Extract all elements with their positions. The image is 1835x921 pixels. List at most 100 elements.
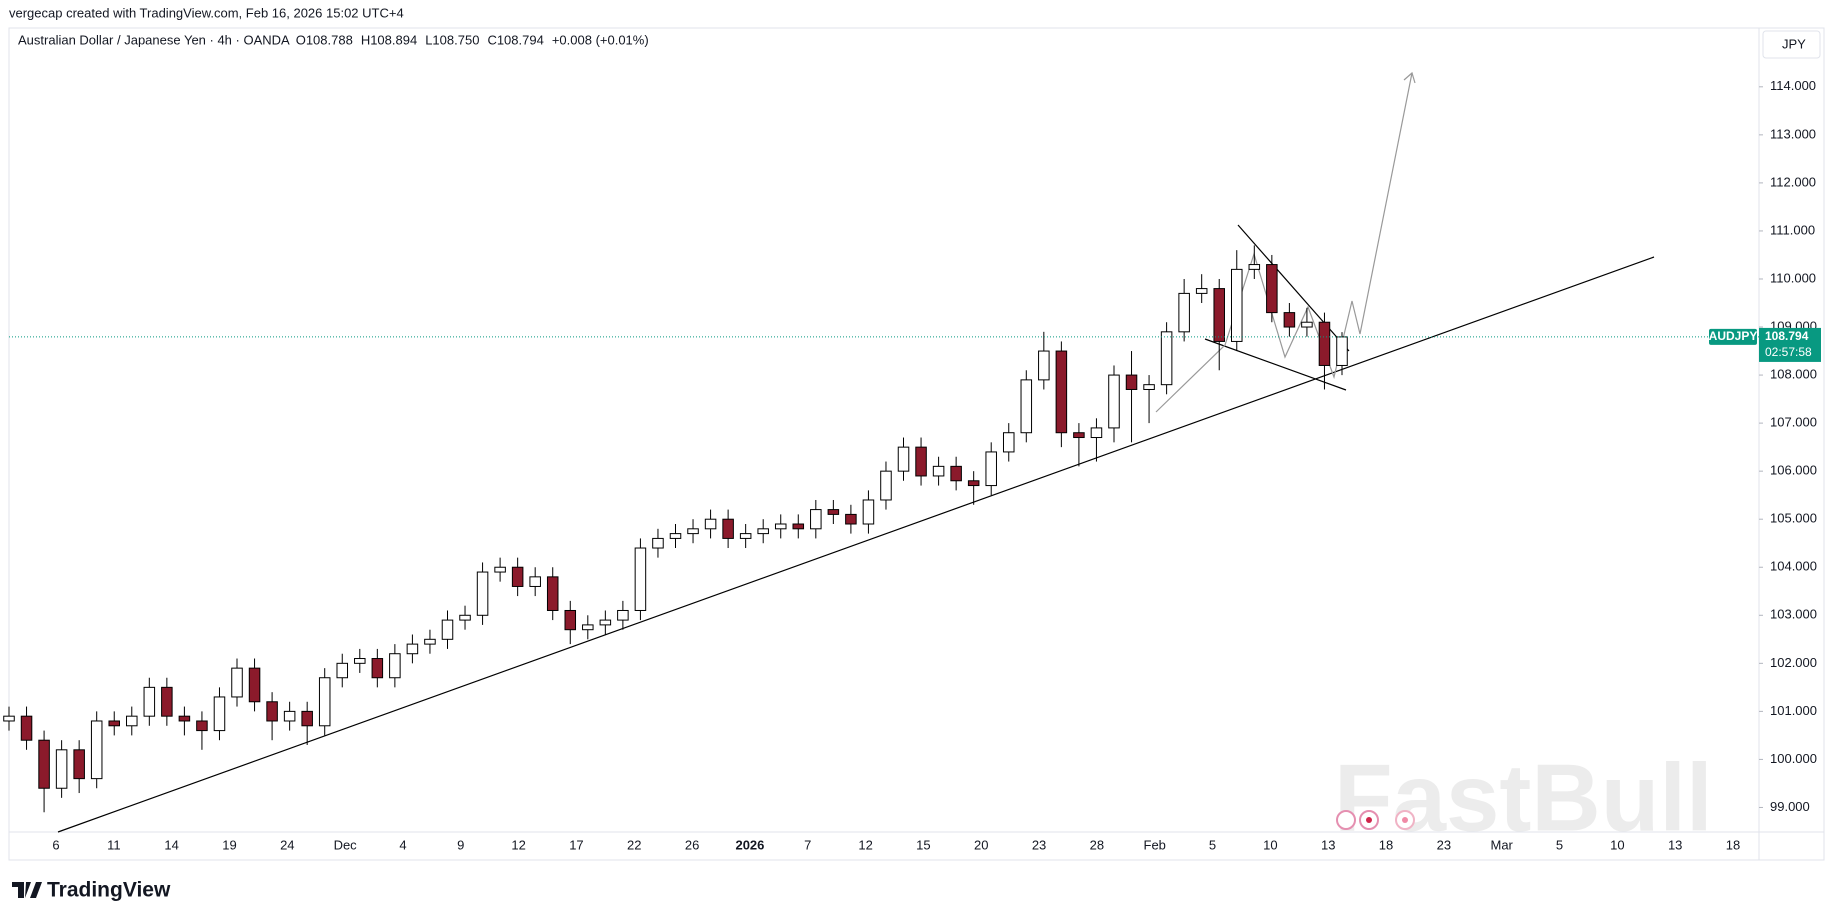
candle-body [1125,374,1138,390]
y-tick-label: 110.000 [1770,270,1816,285]
x-tick-label: 10 [1610,837,1624,852]
ohlc-value: L108.750 [425,32,479,47]
candles [3,245,1348,813]
candle-body [231,667,243,698]
x-tick-label: 23 [1437,837,1451,852]
candle-body [739,533,752,539]
x-tick-label: 23 [1032,837,1046,852]
candle-body [248,667,261,703]
logo[interactable]: TradingView [12,879,171,902]
candle-body [424,638,436,645]
logo-text: TradingView [47,879,171,902]
x-tick-label: 12 [511,837,525,852]
ohlc-value: +0.008 (+0.01%) [552,32,649,47]
candle-body [20,715,33,741]
x-tick-label: Mar [1490,837,1513,852]
x-tick-label: 10 [1263,837,1277,852]
candle-body [1301,321,1313,328]
ohlc-value: C108.794 [487,32,543,47]
candle-body [494,566,506,573]
candle-body [810,509,822,530]
support-trendline[interactable] [57,256,1655,833]
candle-body [1108,374,1120,429]
candle-body [1231,268,1243,342]
x-tick-label: 28 [1090,837,1104,852]
candle-body [178,715,191,722]
price-tag [1759,327,1821,362]
candle-body [704,518,717,530]
candle-body [599,619,612,626]
y-tick-label: 107.000 [1770,415,1817,430]
candle-body [354,658,366,664]
candle-body [389,653,401,679]
candle-body [1248,264,1261,270]
candle-body [161,686,173,717]
candle-body [617,609,629,621]
candle-body [880,470,892,501]
x-tick-label: 11 [107,837,121,852]
candle-body [845,513,857,525]
candle-body [1336,336,1348,366]
currency[interactable]: JPY [1782,36,1806,51]
candle-body [213,696,226,732]
x-tick-label: 15 [916,837,930,852]
x-tick-label: 18 [1379,837,1393,852]
x-tick-label: Dec [334,837,358,852]
candle-body [90,720,103,780]
candle-body [406,643,419,655]
x-tick-label: 17 [569,837,583,852]
y-tick-label: 111.000 [1770,222,1815,237]
y-tick-label: 99.000 [1770,799,1810,814]
candle-body [669,533,682,539]
candle-body [757,528,769,535]
candle-body [108,720,120,727]
x-tick-label: 6 [52,837,59,852]
candle-body [932,465,945,477]
candle-body [336,662,349,679]
countdown: 02:57:58 [1765,345,1812,359]
wedge-lower[interactable] [1204,338,1347,391]
candle-body [441,619,454,640]
ohlc-value: H108.894 [361,32,417,47]
x-tick-label: 18 [1726,837,1740,852]
y-tick-label: 102.000 [1770,655,1817,670]
currency-box[interactable] [1762,30,1821,59]
frame [8,27,1825,861]
wedge-upper[interactable] [1237,224,1350,352]
x-tick-label: 19 [222,837,236,852]
event-dot [1366,817,1372,823]
candle-body [722,518,734,539]
x-tick-label: Feb [1144,837,1166,852]
candle-body [1073,432,1085,439]
candle-body [792,523,805,530]
candle-body [687,528,699,535]
symbol-tag [1709,328,1757,345]
candle-body [1002,432,1015,453]
x-tick-label: 2026 [735,837,764,852]
candle-body [266,701,278,722]
candle-body [1160,331,1173,386]
candle-body [564,609,577,631]
candle-body [55,749,68,789]
candle-body [1266,264,1278,314]
candle-body [371,658,384,679]
symbol-info: Australian Dollar / Japanese Yen · 4h · … [18,32,290,47]
candle-body [862,499,875,525]
candle-body [1178,292,1190,333]
candle-body [546,576,559,611]
x-tick-label: 5 [1209,837,1216,852]
event-icon[interactable] [1336,810,1356,830]
y-tick-label: 105.000 [1770,511,1817,526]
candle-body [827,509,840,515]
x-tick-label: 14 [164,837,178,852]
candle-body [915,446,927,477]
candle-body [511,566,524,587]
x-tick-label: 9 [457,837,464,852]
candle-body [73,749,85,780]
x-tick-label: 22 [627,837,641,852]
candle-body [283,710,296,722]
candle-body [897,446,910,472]
y-tick-label: 104.000 [1770,559,1817,574]
candle-body [950,465,962,482]
